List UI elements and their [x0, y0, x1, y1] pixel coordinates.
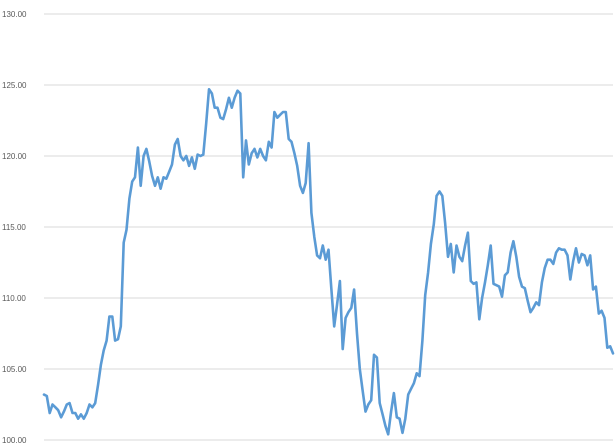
y-tick-label: 120.00	[2, 152, 27, 161]
y-tick-label: 115.00	[2, 223, 26, 232]
y-tick-label: 125.00	[2, 81, 27, 90]
y-tick-label: 105.00	[2, 365, 27, 374]
y-tick-label: 110.00	[2, 294, 26, 303]
y-tick-label: 100.00	[2, 436, 27, 445]
y-tick-label: 130.00	[2, 10, 27, 19]
series-line-0	[42, 88, 615, 436]
